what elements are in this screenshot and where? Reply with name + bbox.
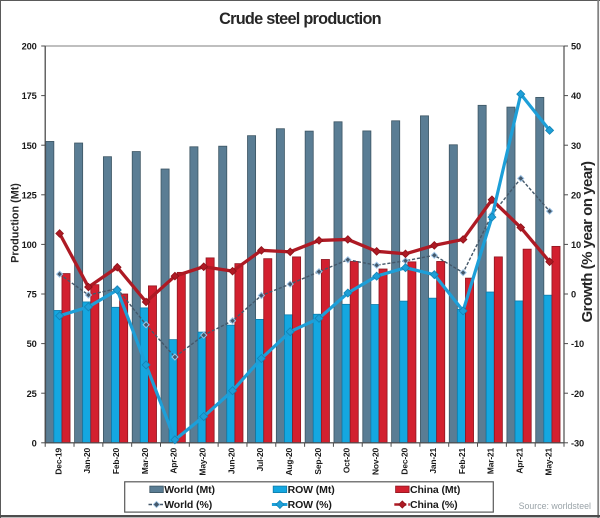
svg-text:200: 200 xyxy=(22,42,37,52)
svg-text:Growth (% year on year): Growth (% year on year) xyxy=(579,161,596,323)
svg-text:Mar-20: Mar-20 xyxy=(140,448,150,475)
svg-text:75: 75 xyxy=(27,290,37,300)
svg-text:Feb-20: Feb-20 xyxy=(111,448,121,475)
svg-text:Jun-20: Jun-20 xyxy=(226,448,236,475)
svg-text:125: 125 xyxy=(22,190,37,200)
svg-text:Feb-21: Feb-21 xyxy=(457,448,467,475)
svg-text:Crude steel production: Crude steel production xyxy=(219,10,381,28)
svg-text:175: 175 xyxy=(22,91,37,101)
svg-text:Jan-20: Jan-20 xyxy=(82,448,92,474)
svg-text:Apr-20: Apr-20 xyxy=(169,448,179,474)
svg-text:Dec-19: Dec-19 xyxy=(53,448,63,475)
svg-text:Apr-21: Apr-21 xyxy=(515,448,525,474)
svg-text:40: 40 xyxy=(571,91,581,101)
svg-text:0: 0 xyxy=(32,438,37,448)
svg-text:Dec-20: Dec-20 xyxy=(399,448,409,475)
svg-text:30: 30 xyxy=(571,141,581,151)
svg-text:World (%): World (%) xyxy=(164,499,212,511)
svg-text:100: 100 xyxy=(22,240,37,250)
svg-text:China (Mt): China (Mt) xyxy=(410,484,460,496)
svg-text:Source: worldsteel: Source: worldsteel xyxy=(519,501,591,511)
svg-text:Jul-20: Jul-20 xyxy=(255,448,265,472)
svg-text:50: 50 xyxy=(571,42,581,52)
svg-text:Production (Mt): Production (Mt) xyxy=(10,183,22,263)
svg-text:0: 0 xyxy=(571,290,576,300)
svg-text:50: 50 xyxy=(27,339,37,349)
svg-text:25: 25 xyxy=(27,389,37,399)
svg-text:10: 10 xyxy=(571,240,581,250)
svg-text:-30: -30 xyxy=(571,438,584,448)
svg-text:China (%): China (%) xyxy=(410,499,458,511)
svg-text:Nov-20: Nov-20 xyxy=(371,448,381,476)
svg-text:Jan-21: Jan-21 xyxy=(428,448,438,474)
svg-text:20: 20 xyxy=(571,190,581,200)
svg-text:-20: -20 xyxy=(571,389,584,399)
svg-text:ROW (%): ROW (%) xyxy=(288,499,332,511)
svg-text:World (Mt): World (Mt) xyxy=(164,484,215,496)
svg-text:Mar-21: Mar-21 xyxy=(486,448,496,475)
svg-text:ROW (Mt): ROW (Mt) xyxy=(288,484,335,496)
svg-text:May-21: May-21 xyxy=(543,448,553,476)
svg-text:Sep-20: Sep-20 xyxy=(313,448,323,475)
svg-text:Oct-20: Oct-20 xyxy=(342,448,352,474)
svg-text:-10: -10 xyxy=(571,339,584,349)
svg-text:150: 150 xyxy=(22,141,37,151)
svg-text:May-20: May-20 xyxy=(198,448,208,476)
svg-text:Aug-20: Aug-20 xyxy=(284,448,294,476)
